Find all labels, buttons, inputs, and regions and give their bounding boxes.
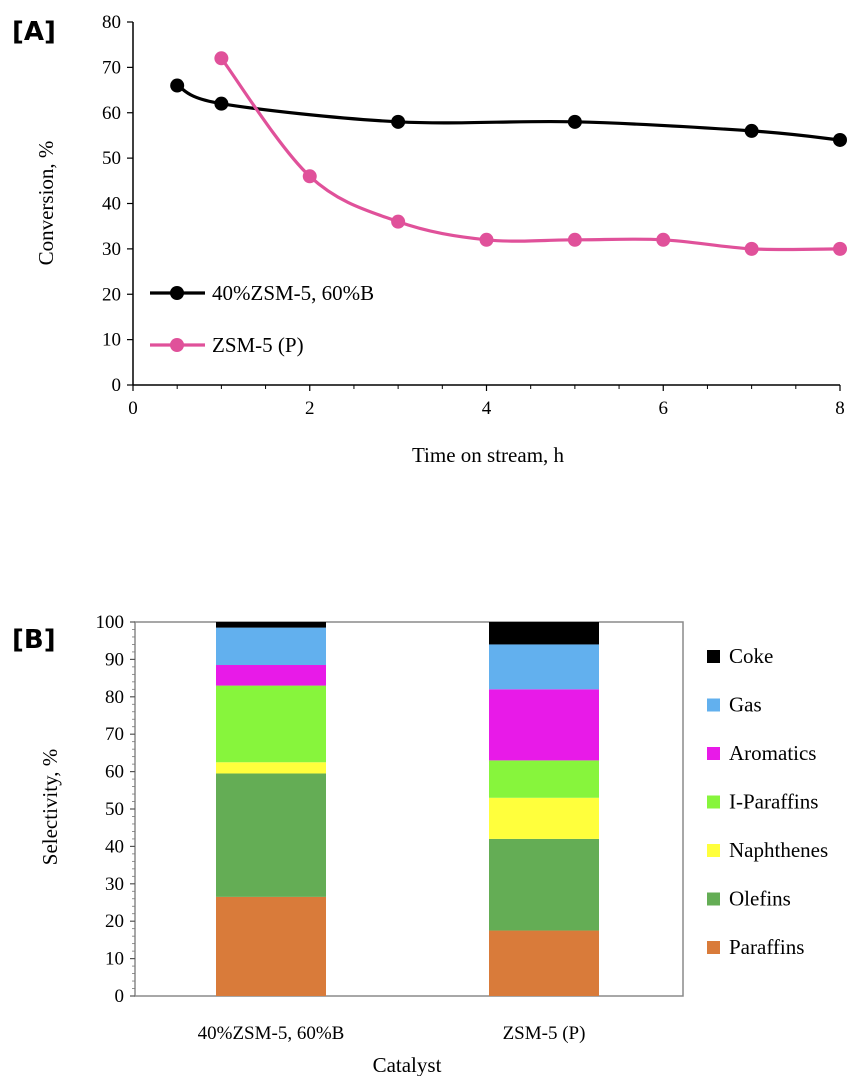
x-axis-title: Catalyst (373, 1053, 442, 1076)
legend-swatch (707, 892, 720, 906)
y-tick-label: 50 (105, 799, 124, 820)
bar-segment-i-paraffins (216, 685, 326, 763)
data-point (214, 51, 229, 66)
y-tick-label: 10 (105, 949, 124, 970)
y-tick-label: 80 (102, 12, 121, 33)
x-tick-label: 40%ZSM-5, 60%B (198, 1023, 345, 1044)
y-tick-label: 70 (102, 57, 121, 78)
y-tick-label: 40 (105, 836, 124, 857)
legend-swatch (707, 747, 720, 760)
legend-swatch (707, 698, 720, 712)
y-tick-label: 40 (102, 194, 121, 215)
legend-label: Naphthenes (729, 838, 828, 862)
x-tick-label: ZSM-5 (P) (503, 1023, 586, 1044)
x-tick-label: 2 (305, 398, 315, 419)
y-tick-label: 60 (105, 762, 124, 783)
y-tick-label: 50 (102, 148, 121, 169)
legend-marker-1 (170, 286, 184, 300)
panel-a-label: [A] (12, 17, 56, 47)
data-point (391, 114, 406, 129)
bar-segment-gas (216, 627, 326, 666)
legend: Coke Gas Aromatics I-Paraffins Naphthenes Ole… (707, 644, 828, 959)
x-tick-label: 0 (128, 398, 138, 419)
legend-swatch (707, 795, 720, 809)
data-point (833, 241, 847, 256)
x-tick-label: 6 (659, 398, 669, 419)
bar-segment-paraffins (216, 896, 326, 996)
data-point (567, 232, 582, 247)
bar-segment-aromatics (489, 689, 599, 761)
data-point (479, 232, 494, 247)
bar-segment-coke (489, 622, 599, 645)
y-tick-label: 0 (112, 375, 122, 396)
bar-segment-coke (216, 622, 326, 628)
conversion-chart: [A] 0 10 20 30 40 50 60 70 80 0 2 4 6 8 Time on stre… (12, 12, 847, 467)
data-point (302, 169, 317, 184)
y-tick-label: 20 (105, 911, 124, 932)
y-tick-label: 100 (96, 612, 125, 633)
selectivity-chart: [B] 0 10 20 30 40 50 60 70 80 90 100 40%ZSM-5, 60%… (12, 612, 828, 1076)
y-tick-label: 90 (105, 649, 124, 670)
y-axis-title: Selectivity, % (38, 749, 62, 865)
legend-swatch (707, 650, 720, 663)
y-tick-label: 60 (102, 103, 121, 124)
x-tick-label: 8 (835, 398, 845, 419)
legend-label: I-Paraffins (729, 790, 818, 814)
x-tick-label: 4 (482, 398, 492, 419)
legend-label: Aromatics (729, 741, 816, 765)
bar-segment-aromatics (216, 665, 326, 686)
y-tick-label: 20 (102, 284, 121, 305)
legend-label: Paraffins (729, 935, 804, 959)
bar-segment-naphthenes (489, 797, 599, 839)
y-tick-label: 70 (105, 724, 124, 745)
series-line-2 (220, 57, 841, 252)
data-point (744, 241, 759, 256)
legend-label-1: 40%ZSM-5, 60%B (212, 281, 374, 305)
legend-swatch (707, 844, 720, 857)
legend-label: Coke (729, 644, 773, 668)
data-point (391, 214, 406, 229)
y-tick-label: 80 (105, 687, 124, 708)
bar-segment-olefins (216, 773, 326, 897)
legend-label: Gas (729, 693, 762, 717)
data-point (656, 232, 671, 247)
legend-label: Olefins (729, 887, 791, 911)
y-tick-label: 30 (102, 239, 121, 260)
legend-label-2: ZSM-5 (P) (212, 333, 304, 357)
bar-segment-gas (489, 644, 599, 690)
y-axis-title: Conversion, % (34, 141, 58, 266)
y-tick-label: 30 (105, 874, 124, 895)
legend: 40%ZSM-5, 60%B ZSM-5 (P) (150, 281, 374, 357)
y-tick-label: 0 (115, 986, 125, 1007)
data-point (567, 114, 582, 129)
bar-segment-naphthenes (216, 762, 326, 774)
series-line-1 (176, 84, 841, 142)
y-tick-label: 10 (102, 330, 121, 351)
legend-marker-2 (170, 338, 184, 352)
data-point (744, 123, 759, 138)
data-point (833, 132, 847, 147)
data-point (170, 78, 185, 93)
bar-segment-olefins (489, 838, 599, 931)
panel-b-label: [B] (12, 625, 56, 655)
data-point (214, 96, 229, 111)
x-axis-title: Time on stream, h (412, 443, 565, 467)
bar-segment-i-paraffins (489, 760, 599, 798)
bar-segment-paraffins (489, 930, 599, 996)
legend-swatch (707, 941, 720, 954)
